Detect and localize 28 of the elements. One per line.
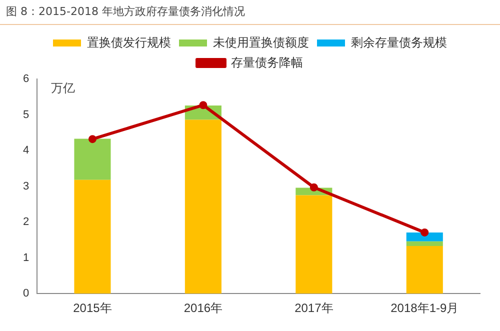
legend-label: 未使用置换债额度	[213, 35, 309, 50]
legend-label: 存量债务降幅	[231, 55, 303, 70]
x-tick-label: 2016年	[184, 301, 223, 316]
legend-label: 置换债发行规模	[87, 35, 171, 50]
bar	[74, 180, 111, 294]
bar	[74, 138, 111, 180]
legend-label: 剩余存量债务规模	[351, 35, 447, 50]
y-tick-label: 3	[22, 180, 30, 192]
bar	[184, 120, 222, 294]
y-tick-label: 2	[22, 216, 30, 228]
y-axis-title: 万亿	[51, 81, 76, 96]
y-tick-label: 4	[22, 144, 30, 157]
y-tick-label: 1	[22, 252, 30, 264]
point	[420, 228, 429, 236]
y-tick-label: 5	[22, 108, 30, 121]
chart-title: 图 8：2015-2018 年地方政府存量债务消化情况	[0, 0, 500, 25]
point	[199, 101, 208, 110]
point	[88, 135, 96, 144]
x-tick-label: 2017年	[294, 301, 334, 316]
bar	[406, 241, 443, 246]
bar	[406, 246, 443, 294]
y-tick-label: 6	[22, 73, 30, 86]
x-tick-label: 2018年1-9月	[390, 301, 459, 316]
bar	[296, 195, 332, 294]
y-tick-label: 0	[22, 288, 30, 300]
point	[310, 183, 318, 192]
bar	[406, 232, 443, 242]
x-tick-label: 2015年	[73, 301, 112, 316]
